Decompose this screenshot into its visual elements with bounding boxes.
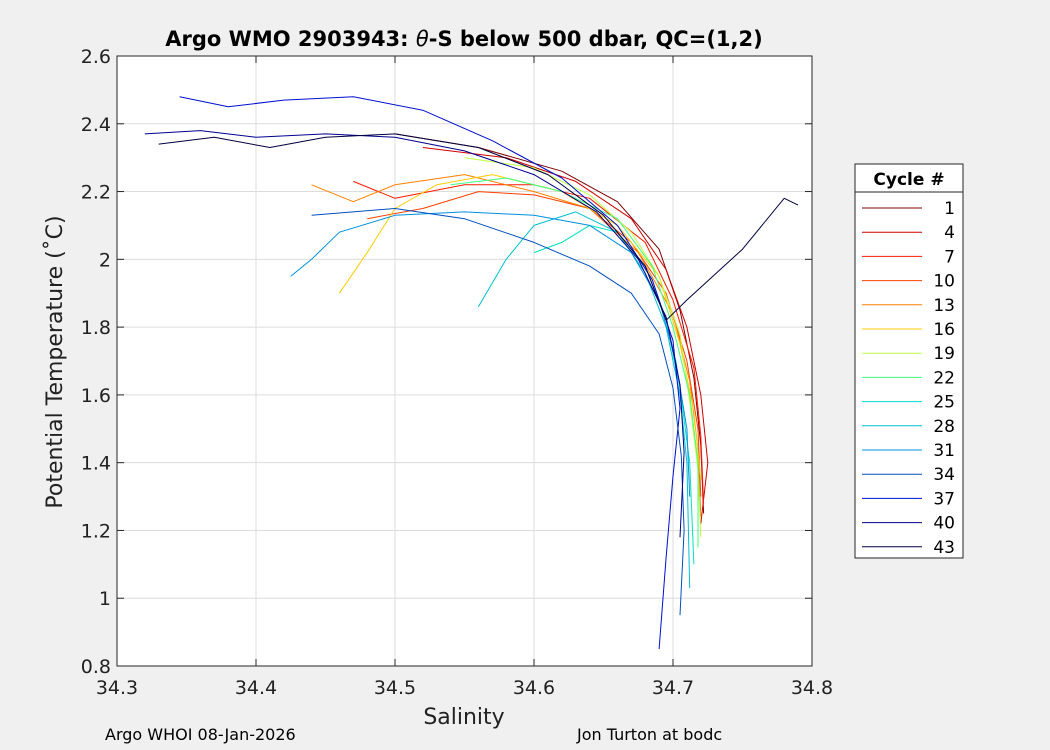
series-line-cycle-43	[158, 133, 799, 321]
title-prefix: Argo WMO 2903943:	[165, 27, 416, 51]
series-line-cycle-19	[464, 157, 702, 538]
legend-label-cycle-40: 40	[933, 514, 955, 534]
footer-left-credit: Argo WHOI 08-Jan-2026	[105, 725, 296, 744]
x-tick-label: 34.5	[374, 677, 416, 699]
x-tick-label: 34.8	[791, 677, 833, 699]
legend-label-cycle-37: 37	[933, 489, 955, 509]
legend-label-cycle-4: 4	[944, 223, 955, 243]
ticks: 34.3 34.4 34.5 34.6 34.7 34.8 0.8 1 1.2 1.4 1.6 1.8…	[81, 46, 833, 699]
plot-area	[117, 56, 812, 666]
legend-items: 1 4 7 10 13 16 19 22 25 28 31 34 37 40 43	[862, 199, 955, 558]
legend-label-cycle-10: 10	[933, 272, 955, 292]
y-tick-label: 1	[99, 588, 111, 610]
legend-label-cycle-25: 25	[933, 393, 955, 413]
x-axis-label: Salinity	[423, 705, 504, 730]
y-axis-label: Potential Temperature (˚C)	[43, 215, 68, 508]
x-tick-label: 34.3	[96, 677, 138, 699]
series-line-cycle-37	[179, 96, 681, 650]
legend-label-cycle-34: 34	[933, 465, 955, 485]
legend-box	[854, 163, 964, 559]
legend-label-cycle-1: 1	[944, 199, 955, 219]
legend-label-cycle-13: 13	[933, 296, 955, 316]
legend-label-cycle-16: 16	[933, 320, 955, 340]
title-theta: θ	[416, 27, 429, 51]
legend-title: Cycle #	[873, 170, 944, 190]
y-tick-label: 2.6	[81, 46, 111, 68]
y-tick-label: 2.2	[81, 182, 111, 204]
x-tick-label: 34.6	[513, 677, 555, 699]
y-tick-label: 1.6	[81, 385, 111, 407]
footer-right-credit: Jon Turton at bodc	[577, 725, 723, 744]
y-tick-label: 0.8	[81, 656, 111, 678]
series-line-cycle-4	[422, 147, 709, 524]
series-line-cycle-40	[144, 130, 685, 538]
legend-label-cycle-22: 22	[933, 368, 955, 388]
legend: Cycle # 1 4 7 10 13 16 19 22 25 28 31 34 37 40 43	[854, 163, 964, 559]
legend-label-cycle-43: 43	[933, 538, 955, 558]
series-line-cycle-10	[367, 191, 702, 497]
series-group	[144, 96, 799, 650]
y-tick-label: 2	[99, 249, 111, 271]
y-tick-label: 1.2	[81, 520, 111, 542]
legend-label-cycle-28: 28	[933, 417, 955, 437]
plot-frame	[116, 55, 813, 667]
x-tick-label: 34.4	[235, 677, 277, 699]
y-tick-label: 1.8	[81, 317, 111, 339]
legend-label-cycle-19: 19	[933, 344, 955, 364]
y-tick-label: 1.4	[81, 453, 111, 475]
series-line-cycle-22	[450, 177, 699, 548]
x-tick-label: 34.7	[652, 677, 694, 699]
legend-label-cycle-7: 7	[944, 247, 955, 267]
legend-label-cycle-31: 31	[933, 441, 955, 461]
y-tick-label: 2.4	[81, 114, 111, 136]
series-line-cycle-1	[394, 133, 705, 514]
title-suffix: -S below 500 dbar, QC=(1,2)	[429, 27, 763, 51]
chart-title: Argo WMO 2903943: θ-S below 500 dbar, QC…	[165, 27, 762, 51]
